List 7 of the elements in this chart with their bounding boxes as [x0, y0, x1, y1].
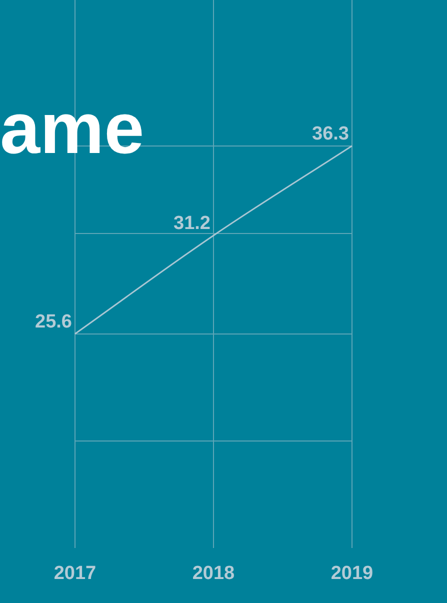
x-tick-label: 2017	[54, 562, 96, 584]
text: ame	[0, 88, 144, 170]
x-tick-label: 2018	[192, 562, 235, 584]
data-label: 31.2	[174, 213, 210, 234]
data-label: 25.6	[35, 312, 72, 333]
data-label: 36.3	[312, 124, 349, 145]
x-tick-label: 2019	[330, 562, 374, 584]
